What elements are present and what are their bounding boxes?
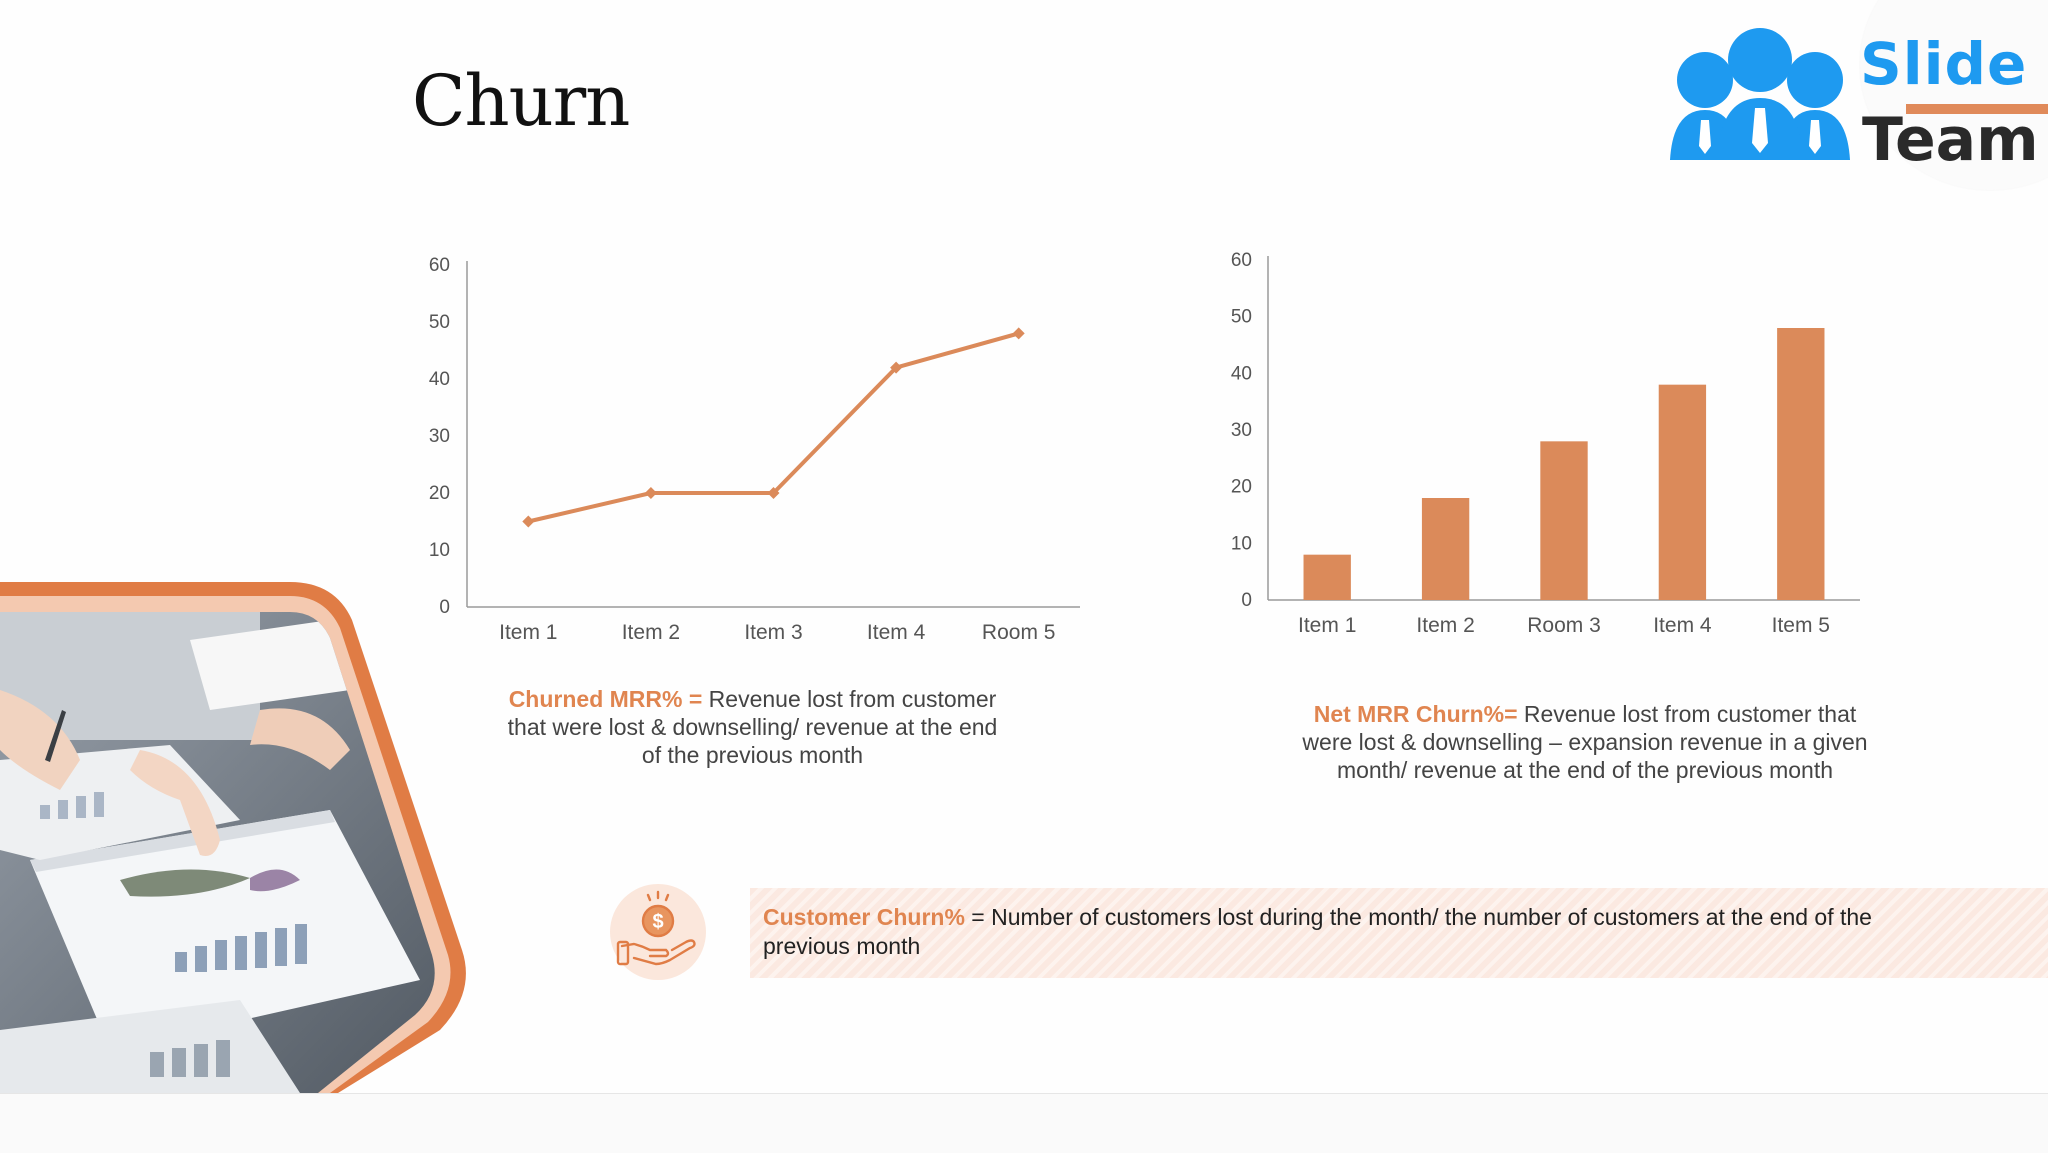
y-tick-label: 20 (1231, 477, 1252, 498)
y-tick-label: 60 (429, 255, 450, 276)
logo-text-team: Team (1862, 105, 2039, 175)
x-tick-label: Item 3 (744, 621, 802, 644)
y-tick-label: 20 (429, 483, 450, 504)
x-tick-label: Item 2 (1416, 614, 1474, 637)
data-point (890, 361, 903, 374)
y-tick-label: 60 (1231, 250, 1252, 271)
page-title: Churn (412, 60, 630, 142)
x-tick-label: Item 1 (499, 621, 557, 644)
y-tick-label: 10 (429, 540, 450, 561)
bar (1421, 498, 1470, 600)
svg-text:$: $ (652, 911, 663, 933)
x-tick-label: Item 4 (867, 621, 926, 644)
customer-churn-description: Customer Churn% = Number of customers lo… (763, 903, 1893, 961)
net-mrr-churn-text: Revenue lost from customer that were los… (1302, 701, 1868, 783)
bar (1303, 554, 1351, 600)
churned-mrr-description: Churned MRR% = Revenue lost from custome… (500, 685, 1005, 769)
data-point (767, 487, 780, 499)
y-tick-label: 0 (439, 597, 450, 618)
churned-mrr-label: Churned MRR% = (508, 686, 703, 712)
x-tick-label: Item 4 (1653, 614, 1712, 637)
x-tick-label: Item 5 (1772, 614, 1830, 637)
data-point (644, 487, 657, 499)
bar-chart: 0 10 20 30 40 50 60 Item 1 Item 2 Room 3 Item 4 Ite… (1231, 250, 1860, 637)
business-meeting-photo (0, 582, 466, 1093)
data-point (1012, 327, 1025, 340)
logo-text-slide: Slide (1860, 30, 2028, 98)
y-tick-label: 30 (1231, 420, 1252, 441)
x-tick-label: Item 1 (1298, 614, 1356, 637)
customer-churn-label: Customer Churn% (763, 904, 965, 930)
y-tick-label: 30 (429, 426, 450, 447)
customer-churn-banner: Customer Churn% = Number of customers lo… (750, 888, 2048, 978)
y-tick-label: 50 (429, 312, 450, 333)
hand-holding-dollar-icon: $ (616, 890, 696, 966)
y-tick-label: 10 (1231, 533, 1252, 554)
x-tick-label: Room 3 (1527, 614, 1601, 637)
net-mrr-churn-description: Net MRR Churn%= Revenue lost from custom… (1295, 700, 1875, 784)
data-point (522, 515, 535, 528)
people-logo-icon (1670, 28, 1850, 160)
bar (1777, 328, 1825, 600)
hand-holding-dollar-icon-badge: $ (610, 884, 706, 980)
churned-mrr-text: Revenue lost from customer that were los… (507, 686, 998, 768)
bar (1658, 384, 1707, 600)
x-tick-label: Room 5 (982, 621, 1056, 644)
net-mrr-churn-label: Net MRR Churn%= (1313, 701, 1518, 727)
y-tick-label: 50 (1231, 307, 1252, 328)
customer-churn-text: = Number of customers lost during the mo… (763, 904, 1872, 959)
line-chart: 0 10 20 30 40 50 60 Item 1 Item 2 Item 3 Item 4 Roo… (429, 255, 1080, 644)
bar (1540, 441, 1588, 600)
y-tick-label: 40 (429, 369, 450, 390)
logo-accent-bar (1906, 104, 2048, 114)
x-tick-label: Item 2 (622, 621, 680, 644)
y-tick-label: 0 (1241, 590, 1252, 611)
y-tick-label: 40 (1231, 363, 1252, 384)
bottom-strip (0, 1093, 2048, 1153)
